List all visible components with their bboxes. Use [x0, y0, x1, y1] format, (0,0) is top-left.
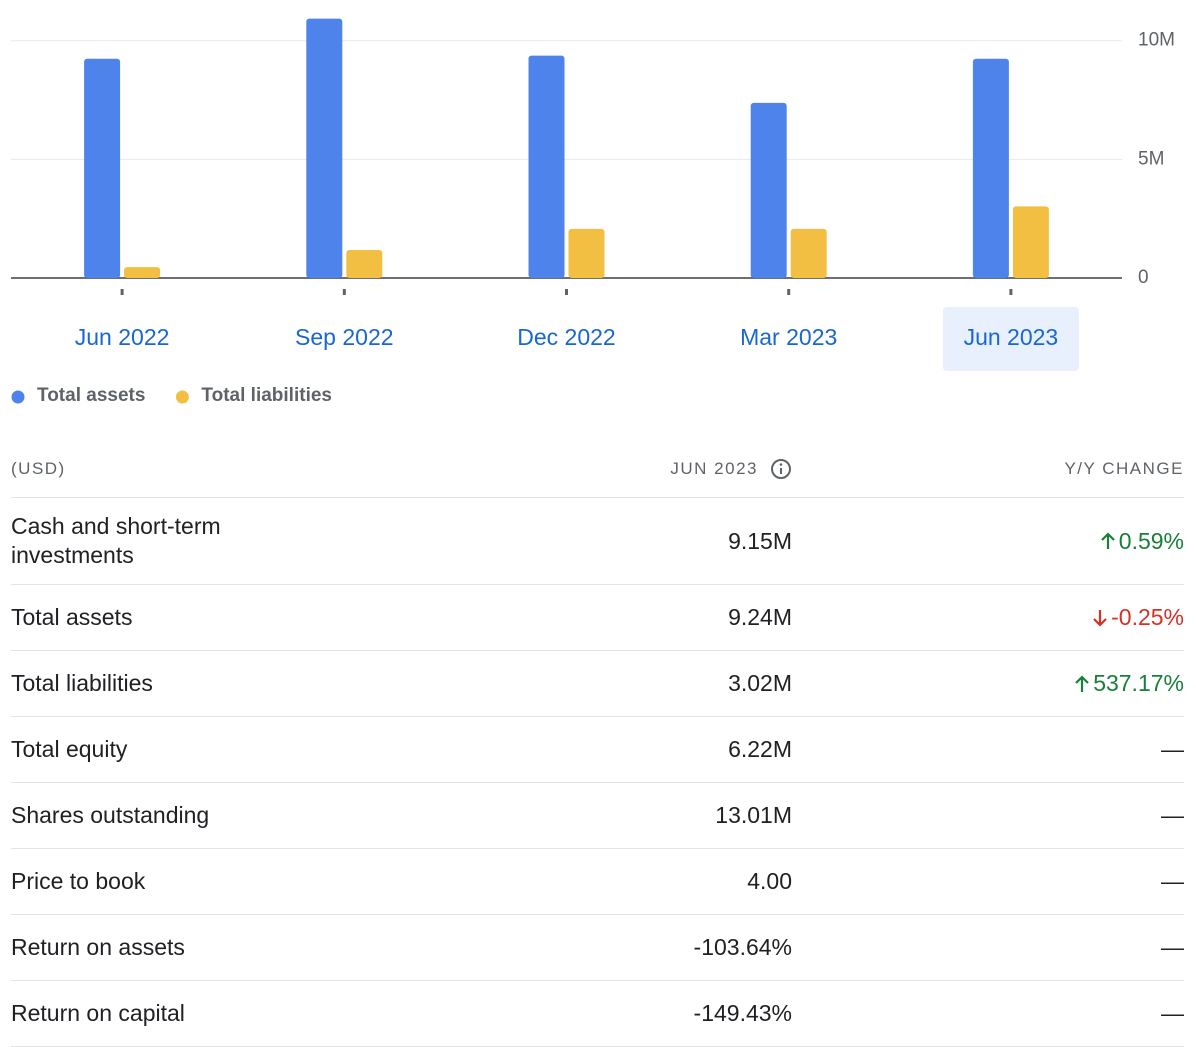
bar	[306, 18, 343, 278]
change-arrow	[1101, 532, 1115, 549]
bar	[750, 102, 787, 278]
change-text: -0.25%	[1111, 604, 1184, 630]
row-label: Total liabilities	[11, 670, 153, 696]
row-change: —	[792, 934, 1184, 961]
table-header: (USD) JUN 2023 Y/Y CHANGE	[11, 440, 1184, 498]
legend-label: Total liabilities	[201, 385, 332, 406]
x-tick-label[interactable]: Jun 2023	[964, 324, 1059, 350]
change-text: —	[1161, 736, 1184, 762]
bar	[346, 250, 383, 278]
row-label: Shares outstanding	[11, 802, 210, 828]
row-value: -149.43%	[693, 1000, 792, 1026]
header-cell: (USD)	[11, 459, 66, 478]
header-cell: JUN 2023	[311, 458, 792, 480]
selected-category	[942, 307, 1079, 371]
bar	[124, 267, 161, 278]
change-text: —	[1161, 1000, 1184, 1026]
row-value: 9.24M	[728, 604, 792, 630]
row-value: -103.64%	[693, 934, 792, 960]
table-row: Return on assets -103.64% —	[11, 915, 1184, 981]
row-value: 6.22M	[728, 736, 792, 762]
change-text: 537.17%	[1093, 670, 1184, 696]
row-label: Return on capital	[11, 1000, 185, 1026]
change-text: —	[1161, 934, 1184, 960]
bar	[528, 55, 565, 279]
header-cell: Y/Y CHANGE	[1064, 458, 1184, 478]
legend-label: Total assets	[37, 385, 145, 406]
table-row: Cash and short-term investments 9.15M 0.59…	[11, 498, 1184, 585]
x-tick-label[interactable]: Mar 2023	[740, 324, 837, 350]
row-value: 9.15M	[728, 527, 792, 554]
row-label: Cash and short-term investments	[11, 513, 221, 568]
change-arrow	[1093, 609, 1107, 627]
bar	[1012, 206, 1049, 278]
row-change: —	[792, 802, 1184, 829]
change-text: —	[1161, 868, 1184, 894]
row-label: Total equity	[11, 736, 128, 762]
table-row: Return on capital -149.43% —	[11, 981, 1184, 1047]
change-text: 0.59%	[1118, 527, 1184, 554]
row-change: —	[792, 736, 1184, 763]
x-tick-label[interactable]: Sep 2022	[295, 324, 393, 350]
row-change: 537.17%	[792, 670, 1184, 697]
bar	[84, 58, 121, 279]
table-row: Total assets 9.24M -0.25%	[11, 585, 1184, 651]
x-tick-label[interactable]: Jun 2022	[75, 324, 170, 350]
row-change: -0.25%	[792, 604, 1184, 631]
bar	[568, 228, 605, 278]
table-row: Total equity 6.22M —	[11, 717, 1184, 783]
row-value: 3.02M	[728, 670, 792, 696]
legend-marker	[11, 390, 25, 404]
row-change: —	[792, 868, 1184, 895]
table-row: Shares outstanding 13.01M —	[11, 783, 1184, 849]
key-stats-table: (USD) JUN 2023 Y/Y CHANGE Cash and short-te…	[11, 440, 1184, 1047]
row-value: 13.01M	[715, 802, 792, 828]
row-label: Total assets	[11, 604, 133, 630]
change-arrow	[1075, 674, 1089, 692]
bar	[972, 58, 1009, 279]
chart: 0 5M 10M Jun 2022 Sep 2022 Dec 2022 Mar 2023 Ju…	[11, 18, 1175, 406]
y-tick-label: 10M	[1138, 30, 1175, 51]
row-label: Price to book	[11, 868, 146, 894]
legend-marker	[175, 390, 189, 404]
x-tick-label[interactable]: Dec 2022	[517, 324, 615, 350]
table-row: Total liabilities 3.02M 537.17%	[11, 651, 1184, 717]
change-text: —	[1161, 802, 1184, 828]
row-change: —	[792, 1000, 1184, 1027]
row-value: 4.00	[747, 868, 792, 894]
info-icon[interactable]	[770, 458, 792, 480]
bar	[790, 228, 827, 278]
table-row: Price to book 4.00 —	[11, 849, 1184, 915]
header-text: JUN 2023	[670, 458, 758, 478]
y-tick-label: 0	[1138, 267, 1149, 288]
y-tick-label: 5M	[1138, 148, 1164, 169]
row-label: Return on assets	[11, 934, 185, 960]
row-change: 0.59%	[792, 528, 1184, 555]
